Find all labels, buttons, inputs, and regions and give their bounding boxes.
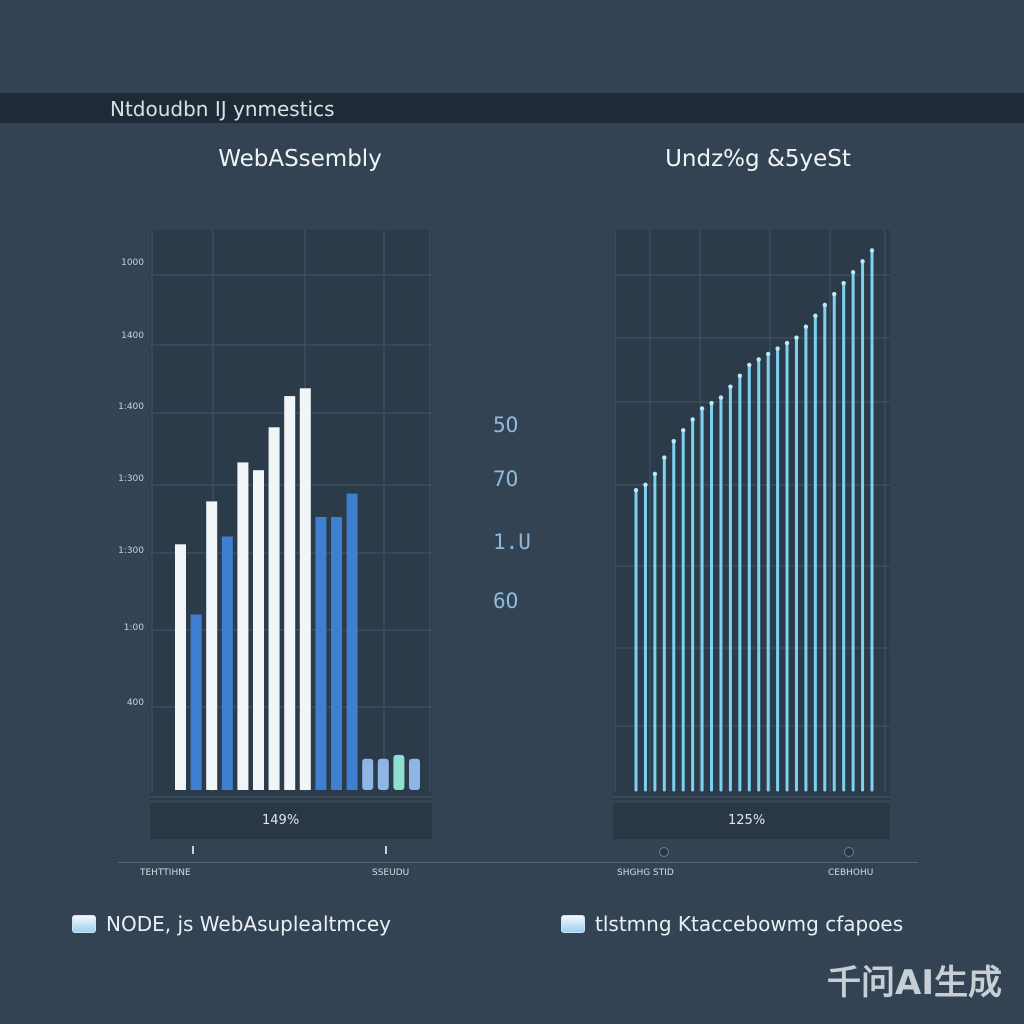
right-bar-cap bbox=[737, 373, 743, 378]
right-bar-cap bbox=[794, 335, 799, 340]
left-bar-white bbox=[175, 544, 186, 790]
left-bar-teal bbox=[393, 754, 405, 790]
watermark: 千问AI生成 bbox=[827, 963, 1002, 1003]
right-bar-cap bbox=[718, 395, 724, 400]
left-bar-white bbox=[253, 470, 264, 790]
right-bar-cap bbox=[699, 406, 705, 411]
right-bar-cap bbox=[643, 482, 648, 487]
left-ytick-3: 1:300 bbox=[118, 474, 144, 484]
right-bar-cap bbox=[803, 324, 809, 329]
left-ytick-0: 1000 bbox=[121, 258, 144, 268]
right-bottom-label-2: CEBHOHU bbox=[828, 868, 874, 878]
left-bar-white bbox=[284, 396, 296, 790]
left-bar-light-blue bbox=[377, 758, 389, 790]
legend-swatch-icon bbox=[561, 915, 585, 933]
right-bar-cap bbox=[765, 351, 771, 357]
left-bar-white bbox=[299, 388, 311, 790]
left-ytick-6: 400 bbox=[126, 698, 144, 708]
left-ytick-5: 1:00 bbox=[123, 623, 144, 633]
left-bar-light-blue bbox=[409, 758, 420, 790]
right-bar-cap bbox=[832, 291, 837, 297]
app-title: Ntdoudbn IJ ynmestics bbox=[110, 97, 335, 121]
left-bottom-label-1: TEHTTIHNE bbox=[140, 868, 191, 878]
middle-label-4: 6O bbox=[493, 589, 519, 613]
right-bar-cap bbox=[681, 428, 686, 433]
right-bar-cap bbox=[775, 346, 780, 351]
middle-label-2: 7O bbox=[493, 467, 519, 491]
right-bar-cap bbox=[860, 259, 865, 264]
bottom-axis-line bbox=[118, 862, 918, 863]
right-bar-cap bbox=[690, 417, 695, 422]
right-bar-cap bbox=[756, 357, 761, 362]
right-bar-cap bbox=[709, 400, 714, 406]
left-footer-box: 149% bbox=[150, 803, 432, 839]
left-bar-light-blue bbox=[362, 758, 374, 790]
left-ytick-4: 1:300 bbox=[118, 546, 144, 556]
middle-label-3: 1.U bbox=[493, 530, 531, 554]
left-bar-blue bbox=[331, 517, 342, 790]
right-bar-cap bbox=[841, 280, 846, 286]
right-bar-cap bbox=[671, 439, 676, 444]
left-bar-blue bbox=[221, 536, 233, 790]
right-footer-value: 125% bbox=[728, 813, 766, 828]
legend-right-label: tlstmng Ktaccebowmg cfapoes bbox=[595, 912, 904, 936]
left-bar-blue bbox=[346, 493, 358, 790]
left-bar-blue bbox=[315, 517, 327, 790]
left-ytick-2: 1:400 bbox=[118, 402, 144, 412]
left-bar-white bbox=[268, 427, 280, 790]
right-footer-box: 125% bbox=[613, 803, 890, 839]
right-bottom-label-1: SHGHG STID bbox=[617, 868, 674, 878]
right-bar-cap bbox=[633, 488, 639, 493]
legend-left[interactable]: NODE, js WebAsuplealtmcey bbox=[72, 912, 391, 936]
right-bar-cap bbox=[662, 455, 667, 460]
left-chart-title: WebASsembly bbox=[218, 146, 382, 172]
left-bar-blue bbox=[190, 614, 202, 790]
right-bar-cap bbox=[813, 313, 818, 319]
legend-left-label: NODE, js WebAsuplealtmcey bbox=[106, 912, 391, 936]
middle-label-1: 5O bbox=[493, 413, 519, 437]
right-bar-cap bbox=[747, 362, 752, 368]
title-bar: Ntdoudbn IJ ynmestics bbox=[0, 93, 1024, 123]
legend-right[interactable]: tlstmng Ktaccebowmg cfapoes bbox=[561, 912, 903, 936]
right-bottom-dot-2 bbox=[844, 847, 854, 857]
left-bar-white bbox=[237, 462, 249, 790]
right-bar-cap bbox=[784, 340, 790, 346]
left-bar-white bbox=[206, 501, 218, 790]
legend-swatch-icon bbox=[72, 915, 96, 933]
left-bottom-tick-2 bbox=[385, 846, 387, 854]
left-bottom-label-2: SSEUDU bbox=[372, 868, 410, 878]
right-bar-cap bbox=[850, 270, 856, 275]
left-bottom-tick-1 bbox=[192, 846, 194, 854]
right-bar-cap bbox=[728, 384, 733, 389]
right-chart-title: Undz%g &5yeSt bbox=[665, 146, 851, 172]
right-bar-cap bbox=[869, 248, 875, 253]
left-footer-value: 149% bbox=[262, 813, 300, 828]
right-bar-cap bbox=[822, 302, 827, 308]
left-ytick-1: 1400 bbox=[121, 331, 144, 341]
right-bottom-dot-1 bbox=[659, 847, 669, 857]
right-bar-cap bbox=[652, 471, 658, 477]
